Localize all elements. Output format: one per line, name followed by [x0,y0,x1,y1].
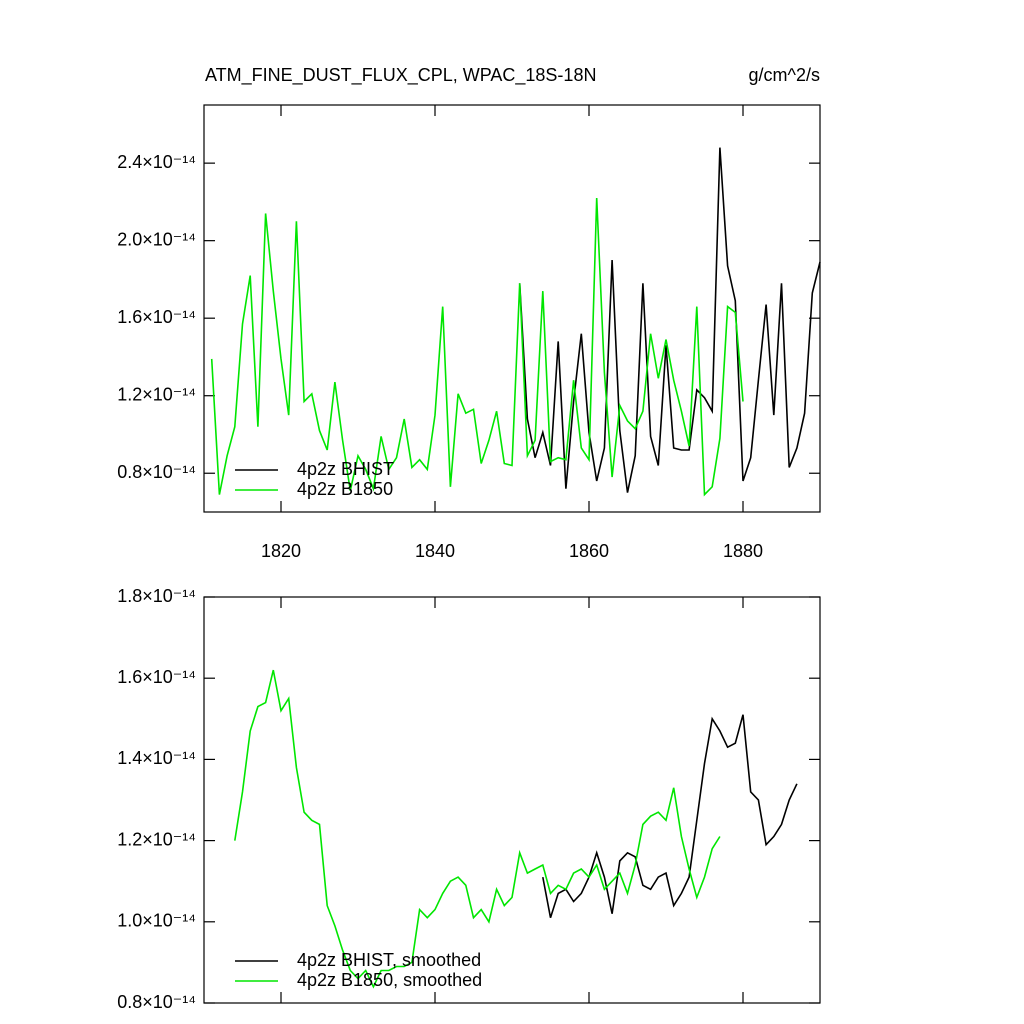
legend-label: 4p2z B1850, smoothed [297,970,482,990]
y-tick-label: 1.6×10⁻¹⁴ [117,307,196,327]
data-line [234,669,721,989]
y-tick-label: 0.8×10⁻¹⁴ [117,462,196,482]
y-tick-label: 1.8×10⁻¹⁴ [117,586,196,606]
plot-frame [203,596,821,1004]
plot-frame [203,104,821,513]
y-tick-label: 1.2×10⁻¹⁴ [117,384,196,404]
chart-title: ATM_FINE_DUST_FLUX_CPL, WPAC_18S-18N [205,65,596,86]
y-tick-label: 2.0×10⁻¹⁴ [117,229,196,249]
data-line [210,197,744,497]
y-tick-label: 1.0×10⁻¹⁴ [117,911,196,931]
x-tick-label: 1860 [569,541,609,561]
units-label: g/cm^2/s [749,65,820,85]
x-tick-label: 1820 [261,541,301,561]
y-tick-label: 0.8×10⁻¹⁴ [117,992,196,1012]
y-tick-label: 1.4×10⁻¹⁴ [117,748,196,768]
legend-label: 4p2z BHIST [297,459,394,479]
legend-label: 4p2z B1850 [297,479,393,499]
x-tick-label: 1840 [415,541,455,561]
data-line [518,147,821,493]
y-tick-label: 1.6×10⁻¹⁴ [117,667,196,687]
data-line [542,714,798,918]
legend-label: 4p2z BHIST, smoothed [297,950,481,970]
y-tick-label: 2.4×10⁻¹⁴ [117,152,196,172]
x-tick-label: 1880 [723,541,763,561]
y-tick-label: 1.2×10⁻¹⁴ [117,829,196,849]
